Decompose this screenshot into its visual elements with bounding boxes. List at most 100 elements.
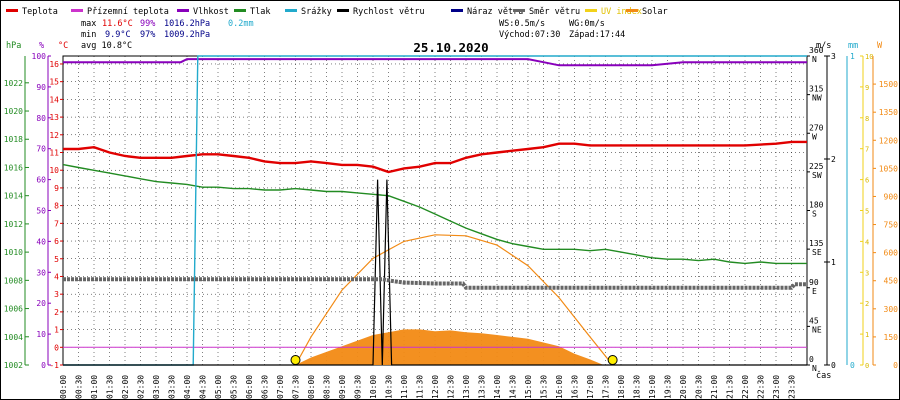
pressure-tick-label: 1006 <box>4 305 23 314</box>
uv-tick-label: 5 <box>865 208 869 216</box>
x-tick-label: 15:00 <box>524 375 533 399</box>
pressure-line <box>62 163 807 265</box>
stats-max-hum: 99% <box>140 19 155 29</box>
solar-tick-label: 0 <box>893 361 898 370</box>
dir-compass-label: NE <box>812 325 822 334</box>
legend-label: Rychlost větru <box>353 7 425 17</box>
legend-label: Srážky <box>301 7 332 17</box>
x-tick-label: 10:30 <box>385 375 394 399</box>
wind-tick-label: 1 <box>831 258 836 267</box>
unit-degc: °C <box>58 41 68 51</box>
solar-tick-label: 1500 <box>879 80 898 89</box>
dir-compass-label: SE <box>812 248 822 257</box>
temp-tick-label: 8 <box>54 202 59 211</box>
stats-avg: avg 10.8°C <box>81 41 132 51</box>
solar-tick-label: 1050 <box>879 164 898 173</box>
legend-label: Tlak <box>250 7 270 17</box>
legend-swatch <box>585 9 597 12</box>
unit-ms: m/s <box>816 41 831 51</box>
x-tick-label: 09:00 <box>338 375 347 399</box>
legend-swatch <box>285 9 297 12</box>
humidity-tick-label: 10 <box>36 330 46 339</box>
uv-tick-label: 6 <box>865 177 869 185</box>
x-axis: 00:00 00:30 01:00 01:30 02:00 02:30 03:00 03:30… <box>59 375 797 399</box>
plot-border <box>62 55 808 366</box>
pressure-tick-label: 1016 <box>4 163 23 172</box>
dir-tick-label: 360 <box>809 46 824 55</box>
unit-w: W <box>877 41 883 51</box>
stats-max-temp: 11.6°C <box>102 19 133 29</box>
x-tick-label: 08:30 <box>323 375 332 399</box>
x-tick-label: 11:30 <box>416 375 425 399</box>
dir-compass-label: S <box>812 210 817 219</box>
legend-label: UV index <box>601 7 642 17</box>
x-tick-label: 06:00 <box>245 375 254 399</box>
x-tick-label: 16:30 <box>571 375 580 399</box>
x-tick-label: 17:00 <box>586 375 595 399</box>
dir-compass-label: NW <box>812 94 822 103</box>
stats-rain: 0.2mm <box>228 19 254 29</box>
humidity-tick-label: 70 <box>36 145 46 154</box>
x-tick-label: 05:30 <box>230 375 239 399</box>
uv-tick-label: 3 <box>865 269 869 277</box>
dir-tick-label: 45 <box>809 316 819 325</box>
temp-tick-label: 0 <box>54 343 59 352</box>
rain-tick-label: 0 <box>850 361 855 370</box>
wind-speed-line <box>63 179 807 366</box>
rain-line <box>63 55 807 366</box>
x-tick-label: 06:30 <box>261 375 270 399</box>
x-tick-label: 12:30 <box>447 375 456 399</box>
chart-title: 25.10.2020 <box>413 40 488 55</box>
temp-tick-label: 12 <box>49 131 59 140</box>
stats-sunset: Západ:17:44 <box>569 30 625 40</box>
x-tick-label: 03:30 <box>168 375 177 399</box>
x-tick-label: 21:00 <box>710 375 719 399</box>
uv-tick-label: 8 <box>865 115 869 123</box>
sunset-marker <box>607 355 618 365</box>
legend-swatch <box>6 9 18 12</box>
humidity-tick-label: 40 <box>36 237 46 246</box>
legend: Teplota Přízemní teplota Vlhkost Tlak Srážky… <box>6 7 668 17</box>
humidity-tick-label: 80 <box>36 114 46 123</box>
humidity-tick-label: 30 <box>36 268 46 277</box>
unit-mm: mm <box>848 41 858 51</box>
pressure-tick-label: 1012 <box>4 220 23 229</box>
pressure-tick-label: 1014 <box>4 192 23 201</box>
x-tick-label: 18:00 <box>617 375 626 399</box>
uv-tick-label: 1 <box>865 331 869 339</box>
pressure-tick-label: 1022 <box>4 79 23 88</box>
x-tick-label: 00:00 <box>59 375 68 399</box>
wind-tick-label: 0 <box>831 361 836 370</box>
temp-tick-label: 13 <box>49 113 59 122</box>
x-tick-label: 22:00 <box>741 375 750 399</box>
temp-tick-label: 14 <box>49 95 59 104</box>
humidity-tick-label: 90 <box>36 83 46 92</box>
stats-min-press: 1009.2hPa <box>164 30 210 40</box>
pressure-tick-label: 1004 <box>4 333 23 342</box>
pressure-tick-label: 1020 <box>4 107 23 116</box>
x-tick-label: 02:30 <box>137 375 146 399</box>
x-tick-label: 14:00 <box>493 375 502 399</box>
x-tick-label: 19:00 <box>648 375 657 399</box>
dir-tick-label: 0 <box>809 355 814 364</box>
left-axes: 1002100410061008101010121014101610181020… <box>4 52 63 370</box>
x-tick-label: 09:30 <box>354 375 363 399</box>
uv-tick-label: 4 <box>865 238 869 246</box>
legend-swatch <box>177 9 189 12</box>
temp-tick-label: 9 <box>54 184 59 193</box>
dir-compass-label: E <box>812 287 817 296</box>
unit-time: čas <box>816 370 831 381</box>
sunrise-marker <box>290 355 301 365</box>
x-tick-label: 04:00 <box>183 375 192 399</box>
dir-tick-label: 315 <box>809 85 824 94</box>
plot-area <box>62 55 807 366</box>
uv-tick-label: 9 <box>865 84 869 92</box>
x-tick-label: 11:00 <box>400 375 409 399</box>
solar-tick-label: 450 <box>884 277 899 286</box>
legend-swatch <box>626 9 638 12</box>
stats-min-temp: 9.9°C <box>105 30 131 40</box>
solar-tick-label: 300 <box>884 305 899 314</box>
temp-tick-label: 11 <box>49 149 59 158</box>
unit-hpa: hPa <box>6 41 21 51</box>
